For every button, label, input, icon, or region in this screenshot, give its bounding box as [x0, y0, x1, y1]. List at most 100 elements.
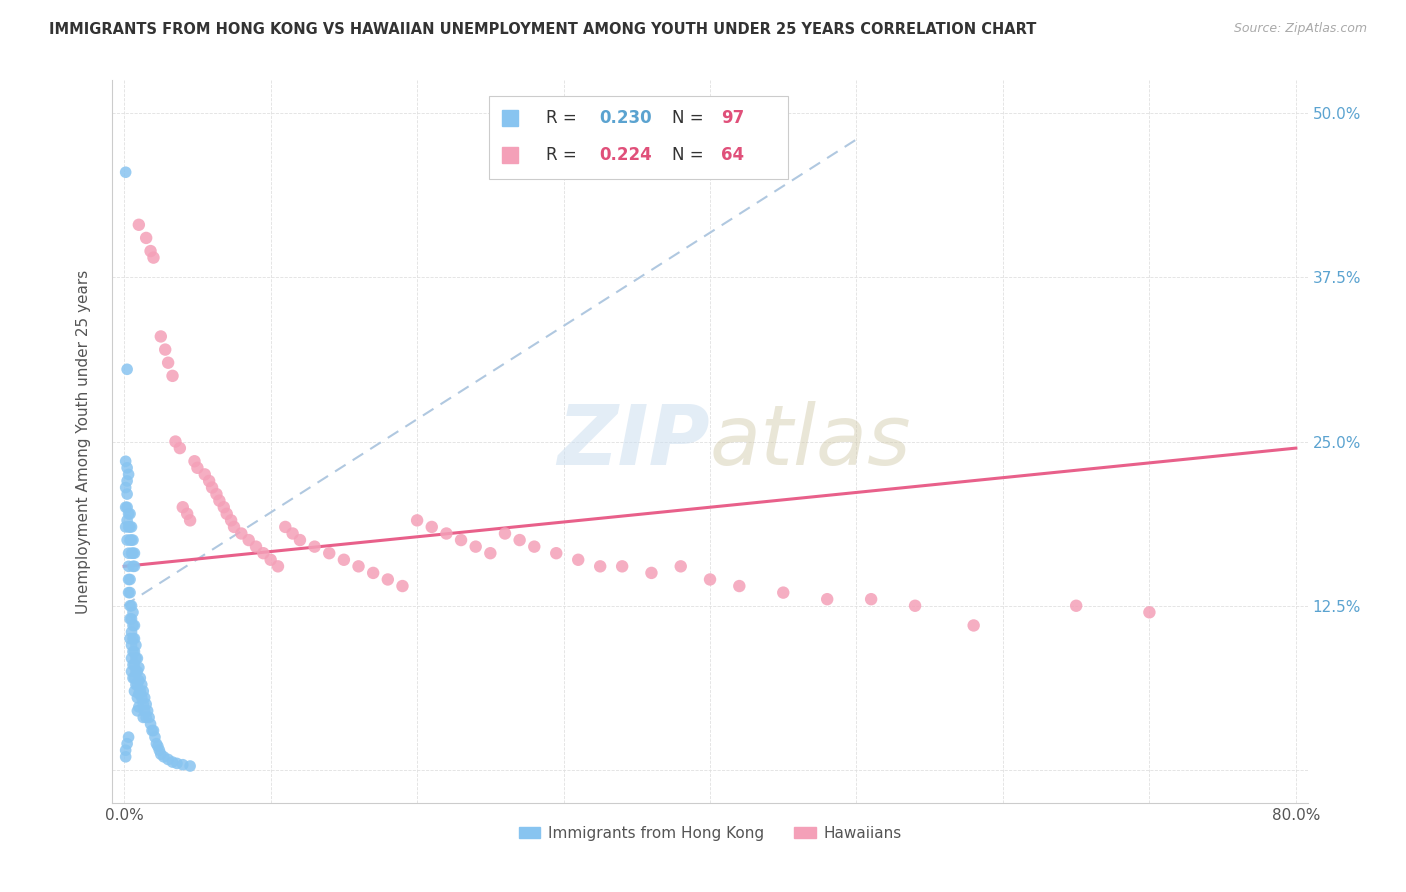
Point: [245, 540, 267, 554]
Point: [391, 579, 413, 593]
Point: [172, 757, 194, 772]
Point: [183, 454, 205, 468]
Point: [117, 467, 139, 482]
Point: [361, 566, 384, 580]
Text: R =: R =: [547, 146, 582, 164]
Point: [523, 540, 546, 554]
Point: [134, 690, 156, 705]
Point: [121, 612, 143, 626]
Point: [252, 546, 274, 560]
Point: [546, 546, 568, 560]
Point: [567, 553, 589, 567]
Point: [120, 632, 141, 646]
Point: [318, 546, 340, 560]
Point: [142, 251, 165, 265]
Point: [122, 533, 145, 547]
Point: [860, 592, 883, 607]
Point: [124, 671, 146, 685]
Point: [125, 665, 148, 679]
Point: [135, 231, 157, 245]
Point: [589, 559, 612, 574]
Point: [125, 638, 148, 652]
Point: [114, 500, 136, 515]
Point: [904, 599, 927, 613]
Point: [117, 559, 139, 574]
Point: [347, 559, 370, 574]
Point: [509, 533, 531, 547]
Point: [157, 356, 180, 370]
Point: [121, 651, 143, 665]
Point: [124, 645, 146, 659]
Point: [128, 218, 150, 232]
Point: [131, 677, 153, 691]
Point: [201, 481, 224, 495]
Point: [127, 690, 149, 705]
Point: [205, 487, 228, 501]
Point: [127, 665, 149, 679]
Point: [212, 500, 235, 515]
Point: [114, 165, 136, 179]
Point: [149, 329, 172, 343]
Point: [115, 487, 138, 501]
Point: [162, 755, 184, 769]
Point: [669, 559, 692, 574]
Point: [117, 507, 139, 521]
Point: [141, 723, 163, 738]
Point: [479, 546, 502, 560]
Point: [117, 730, 139, 744]
Point: [139, 717, 162, 731]
Point: [114, 454, 136, 468]
Point: [124, 684, 146, 698]
Point: [238, 533, 260, 547]
Point: [114, 520, 136, 534]
Point: [114, 481, 136, 495]
Point: [121, 533, 143, 547]
Point: [120, 573, 141, 587]
Point: [333, 553, 356, 567]
Point: [122, 618, 145, 632]
Point: [120, 612, 141, 626]
Point: [121, 665, 143, 679]
Point: [377, 573, 399, 587]
Point: [132, 710, 155, 724]
Point: [815, 592, 838, 607]
Text: 64: 64: [721, 146, 744, 164]
Point: [208, 493, 231, 508]
Point: [114, 749, 136, 764]
Point: [122, 632, 145, 646]
Point: [152, 749, 174, 764]
Point: [127, 651, 149, 665]
Point: [124, 632, 146, 646]
Point: [117, 573, 139, 587]
Point: [127, 704, 149, 718]
Point: [1139, 605, 1161, 619]
Point: [288, 533, 311, 547]
Point: [122, 605, 145, 619]
Text: R =: R =: [547, 109, 582, 127]
Text: Source: ZipAtlas.com: Source: ZipAtlas.com: [1233, 22, 1367, 36]
Point: [162, 368, 184, 383]
Point: [122, 546, 145, 560]
Point: [612, 559, 634, 574]
Point: [120, 507, 141, 521]
Point: [146, 739, 169, 754]
Point: [166, 756, 188, 771]
Point: [728, 579, 751, 593]
Point: [145, 737, 167, 751]
Point: [179, 513, 201, 527]
Point: [122, 657, 145, 672]
Point: [115, 474, 138, 488]
Point: [117, 585, 139, 599]
Point: [1064, 599, 1087, 613]
Point: [121, 520, 143, 534]
Point: [186, 460, 208, 475]
Point: [699, 573, 721, 587]
Point: [129, 684, 152, 698]
Point: [115, 500, 138, 515]
Point: [165, 434, 187, 449]
Text: ZIP: ZIP: [557, 401, 710, 482]
Point: [129, 671, 152, 685]
Point: [267, 559, 290, 574]
Point: [155, 343, 177, 357]
Point: [231, 526, 253, 541]
